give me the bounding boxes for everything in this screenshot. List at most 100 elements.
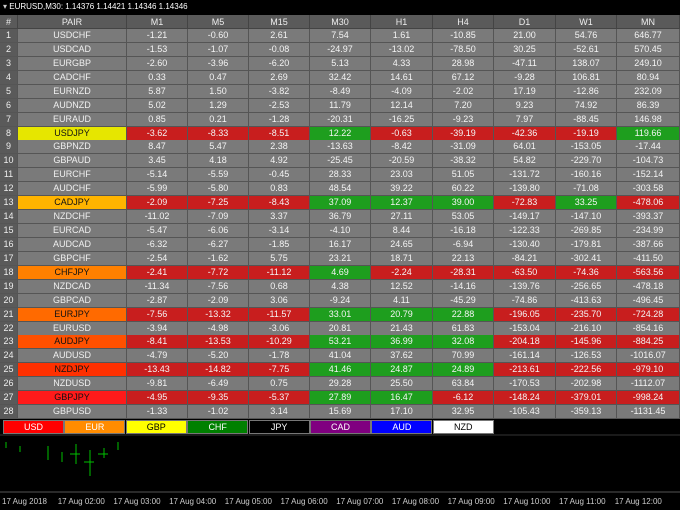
value-cell: -234.99 — [617, 224, 680, 239]
row-number: 19 — [0, 279, 18, 294]
currency-button[interactable]: JPY — [248, 420, 310, 435]
time-label: 17 Aug 06:00 — [280, 497, 328, 506]
value-cell: -160.16 — [556, 168, 617, 183]
value-cell: -256.65 — [556, 279, 617, 294]
value-cell: -9.24 — [310, 293, 371, 308]
title-icon: ▾ — [3, 2, 10, 11]
currency-button[interactable]: USD — [3, 420, 64, 435]
pair-cell: USDJPY — [18, 126, 127, 141]
value-cell: -3.94 — [127, 321, 188, 336]
value-cell: 17.10 — [371, 405, 433, 420]
value-cell: -1.02 — [188, 405, 249, 420]
value-cell: -302.41 — [556, 251, 617, 266]
value-cell: 22.88 — [433, 307, 494, 322]
value-cell: 9.23 — [494, 98, 556, 113]
value-cell: 53.21 — [310, 335, 371, 350]
value-cell: -1.07 — [188, 42, 249, 57]
value-cell: 33.25 — [556, 196, 617, 211]
value-cell: -269.85 — [556, 224, 617, 239]
value-cell: -1.53 — [127, 42, 188, 57]
currency-button[interactable]: AUD — [371, 420, 433, 435]
value-cell: 8.47 — [127, 140, 188, 155]
value-cell: -196.05 — [494, 307, 556, 322]
value-cell: -139.76 — [494, 279, 556, 294]
value-cell: -148.24 — [494, 391, 556, 406]
value-cell: 646.77 — [617, 29, 680, 43]
pair-cell: AUDCHF — [18, 182, 127, 197]
value-cell: 106.81 — [556, 70, 617, 85]
pair-cell: EURUSD — [18, 321, 127, 336]
value-cell: 4.18 — [188, 154, 249, 169]
value-cell: -11.02 — [127, 210, 188, 225]
value-cell: 20.79 — [371, 307, 433, 322]
value-cell: -5.14 — [127, 168, 188, 183]
value-cell: 32.42 — [310, 70, 371, 85]
value-cell: -202.98 — [556, 377, 617, 392]
value-cell: -88.45 — [556, 112, 617, 127]
value-cell: 17.19 — [494, 84, 556, 99]
price-chart — [0, 434, 680, 493]
column-header: M30 — [310, 15, 371, 29]
pair-cell: EURAUD — [18, 112, 127, 127]
value-cell: -10.29 — [249, 335, 310, 350]
pair-cell: EURCAD — [18, 224, 127, 239]
time-label: 17 Aug 05:00 — [224, 497, 272, 506]
time-label: 17 Aug 02:00 — [57, 497, 105, 506]
currency-button[interactable]: CAD — [310, 420, 371, 435]
currency-button[interactable]: GBP — [125, 420, 187, 435]
value-cell: 15.69 — [310, 405, 371, 420]
currency-button[interactable]: CHF — [187, 420, 249, 435]
row-number: 14 — [0, 210, 18, 225]
row-number: 6 — [0, 98, 18, 113]
value-cell: 7.54 — [310, 29, 371, 43]
value-cell: -130.40 — [494, 237, 556, 252]
value-cell: -14.82 — [188, 363, 249, 378]
value-cell: -5.80 — [188, 182, 249, 197]
value-cell: -14.16 — [433, 279, 494, 294]
value-cell: -393.37 — [617, 210, 680, 225]
pair-cell: EURJPY — [18, 307, 127, 322]
row-number: 7 — [0, 112, 18, 127]
value-cell: 30.25 — [494, 42, 556, 57]
value-cell: -12.86 — [556, 84, 617, 99]
value-cell: -2.60 — [127, 56, 188, 71]
value-cell: -16.25 — [371, 112, 433, 127]
value-cell: 1.50 — [188, 84, 249, 99]
value-cell: 5.13 — [310, 56, 371, 71]
value-cell: 22.13 — [433, 251, 494, 266]
value-cell: 36.99 — [371, 335, 433, 350]
value-cell: -8.33 — [188, 126, 249, 141]
pair-cell: CADCHF — [18, 70, 127, 85]
column-header: D1 — [494, 15, 556, 29]
currency-button[interactable]: NZD — [432, 420, 494, 435]
value-cell: -13.53 — [188, 335, 249, 350]
value-cell: -9.35 — [188, 391, 249, 406]
value-cell: -411.50 — [617, 251, 680, 266]
value-cell: -42.36 — [494, 126, 556, 141]
value-cell: -3.62 — [127, 126, 188, 141]
value-cell: 18.71 — [371, 251, 433, 266]
title-text: EURUSD,M30: 1.14376 1.14421 1.14346 1.14… — [9, 2, 188, 11]
row-number: 10 — [0, 154, 18, 169]
value-cell: -31.09 — [433, 140, 494, 155]
value-cell: -3.82 — [249, 84, 310, 99]
value-cell: 80.94 — [617, 70, 680, 85]
candles — [5, 442, 119, 476]
value-cell: 67.12 — [433, 70, 494, 85]
currency-button[interactable]: EUR — [64, 420, 126, 435]
value-cell: -5.20 — [188, 349, 249, 364]
value-cell: -170.53 — [494, 377, 556, 392]
value-cell: -387.66 — [617, 237, 680, 252]
pair-cell: CADJPY — [18, 196, 127, 211]
value-cell: 12.14 — [371, 98, 433, 113]
title-bar: ▾ EURUSD,M30: 1.14376 1.14421 1.14346 1.… — [0, 0, 680, 14]
value-cell: 5.47 — [188, 140, 249, 155]
value-cell: 12.52 — [371, 279, 433, 294]
value-cell: -13.43 — [127, 363, 188, 378]
value-cell: -6.12 — [433, 391, 494, 406]
value-cell: -979.10 — [617, 363, 680, 378]
value-cell: -4.79 — [127, 349, 188, 364]
value-cell: 20.81 — [310, 321, 371, 336]
value-cell: 23.03 — [371, 168, 433, 183]
value-cell: -52.61 — [556, 42, 617, 57]
